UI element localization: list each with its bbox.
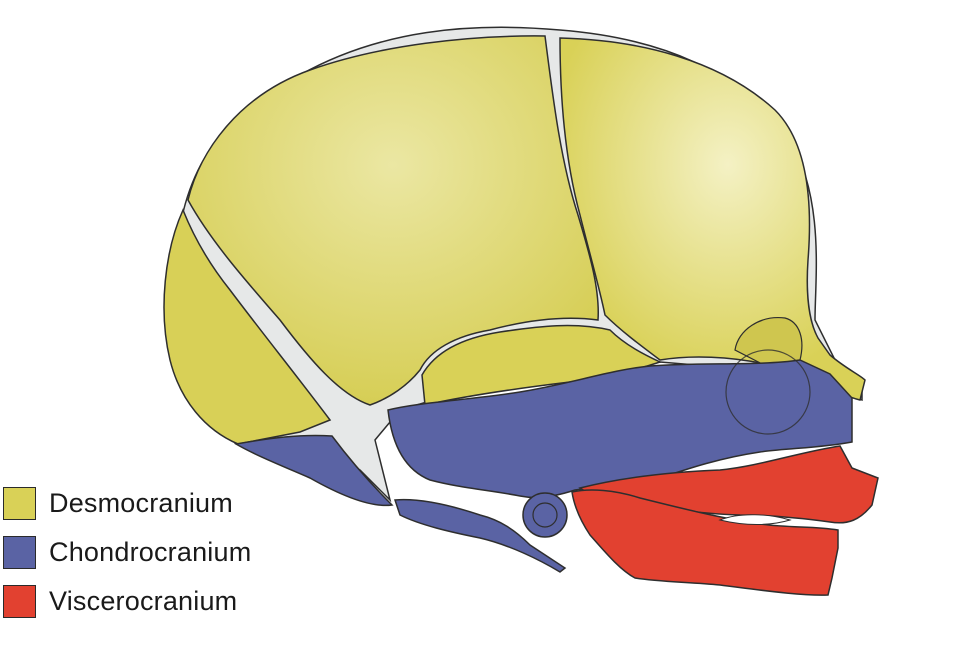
legend-label: Viscerocranium [49, 585, 238, 616]
cranial-base [387, 359, 853, 499]
legend-swatch-desmocranium [3, 486, 36, 520]
legend-label: Desmocranium [49, 487, 233, 518]
auditory-ring-inner [532, 502, 558, 528]
occipital-base [233, 434, 394, 507]
petrous-part [393, 498, 567, 573]
temporal-squama [421, 324, 663, 406]
legend-label: Chondrocranium [49, 536, 252, 567]
mouth-gap [718, 514, 792, 525]
legend: Desmocranium Chondrocranium Viscerocrani… [3, 486, 251, 633]
legend-item-chondrocranium: Chondrocranium [3, 535, 251, 569]
parietal-bone [187, 35, 600, 406]
legend-item-desmocranium: Desmocranium [3, 486, 251, 520]
legend-swatch-viscerocranium [3, 584, 36, 618]
legend-swatch-chondrocranium [3, 535, 36, 569]
occipital-bone [163, 208, 332, 445]
legend-item-viscerocranium: Viscerocranium [3, 584, 251, 618]
orbit-rim [734, 317, 803, 369]
auditory-ring [522, 492, 568, 538]
orbit-outline [725, 349, 811, 435]
mandible [571, 489, 839, 596]
